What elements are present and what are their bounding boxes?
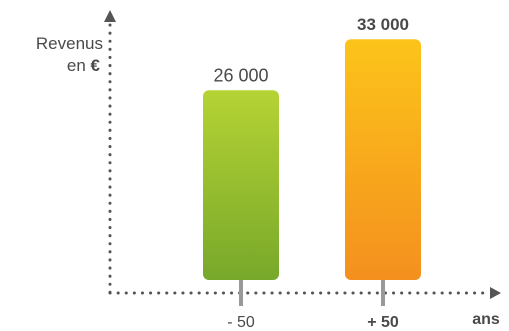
bar-value-label: 33 000 bbox=[357, 15, 409, 34]
y-axis-arrow-icon bbox=[104, 10, 116, 22]
bar-2 bbox=[345, 39, 421, 280]
x-tick-label: + 50 bbox=[367, 314, 399, 331]
bar-1 bbox=[203, 90, 279, 281]
x-tick-label: - 50 bbox=[227, 314, 255, 331]
y-axis-label-unit-line: en € bbox=[67, 56, 101, 75]
bars-group: 26 000 - 50 33 000 + 50 bbox=[203, 15, 421, 331]
y-axis-label-currency: € bbox=[91, 56, 101, 75]
bar-value-label: 26 000 bbox=[213, 65, 268, 85]
x-axis-label: ans bbox=[472, 311, 500, 328]
y-axis-label: Revenus bbox=[36, 34, 103, 53]
x-axis-arrow-icon bbox=[490, 287, 501, 299]
y-axis-label-prefix: en bbox=[67, 56, 91, 75]
